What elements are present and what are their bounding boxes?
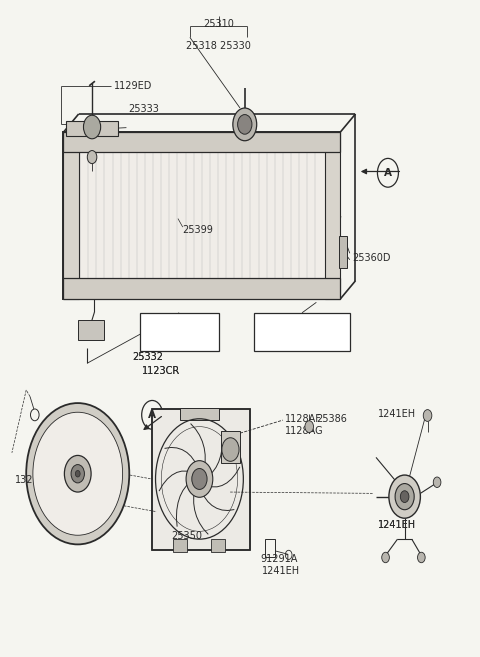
Text: 1241EH: 1241EH <box>378 520 417 530</box>
Text: 25399: 25399 <box>183 225 214 235</box>
Bar <box>221 431 240 463</box>
Text: 1123CR: 1123CR <box>142 366 180 376</box>
Bar <box>180 408 218 420</box>
Text: o—25319: o—25319 <box>144 319 180 328</box>
Circle shape <box>222 438 239 461</box>
Circle shape <box>400 491 409 503</box>
Text: —25318: —25318 <box>176 319 208 328</box>
Bar <box>66 121 118 135</box>
Circle shape <box>26 403 129 545</box>
Text: HALLA: HALLA <box>159 338 199 348</box>
Circle shape <box>71 464 84 483</box>
Bar <box>63 132 340 152</box>
Circle shape <box>418 553 425 562</box>
Bar <box>254 313 350 351</box>
Text: 25350: 25350 <box>171 531 202 541</box>
Bar <box>63 132 340 299</box>
Text: 91291A: 91291A <box>260 554 298 564</box>
Text: 1128AF: 1128AF <box>285 414 322 424</box>
Bar <box>152 409 250 550</box>
Circle shape <box>389 475 420 518</box>
Bar <box>265 539 276 558</box>
Text: A: A <box>148 410 156 420</box>
Text: 25332: 25332 <box>132 352 164 362</box>
Circle shape <box>382 553 389 562</box>
Text: 1128AG: 1128AG <box>285 426 324 436</box>
Text: 25360D: 25360D <box>352 254 391 263</box>
Text: THREE STAR: THREE STAR <box>264 338 340 348</box>
Circle shape <box>423 409 432 421</box>
Text: 25318 25330: 25318 25330 <box>186 41 251 51</box>
Text: —25318: —25318 <box>290 319 322 328</box>
Circle shape <box>238 114 252 134</box>
Text: 25332: 25332 <box>132 352 164 362</box>
Bar <box>211 539 225 553</box>
Circle shape <box>64 455 91 492</box>
Text: 97737A: 97737A <box>39 501 77 511</box>
Text: 1123CR: 1123CR <box>142 366 180 376</box>
Text: 25333: 25333 <box>128 104 159 114</box>
Text: 1241EH: 1241EH <box>378 409 417 419</box>
Text: 25386: 25386 <box>316 414 347 424</box>
Circle shape <box>305 420 313 432</box>
Circle shape <box>75 470 80 477</box>
Text: 1241EH: 1241EH <box>263 566 300 576</box>
Bar <box>63 132 79 299</box>
Bar <box>339 236 348 268</box>
Text: A: A <box>384 168 392 178</box>
Circle shape <box>395 484 414 510</box>
Circle shape <box>84 115 101 139</box>
Circle shape <box>33 412 122 535</box>
Bar <box>140 313 218 351</box>
Bar <box>63 278 340 299</box>
Bar <box>152 409 250 550</box>
Text: 1241EH: 1241EH <box>378 520 417 530</box>
Circle shape <box>192 468 207 489</box>
Circle shape <box>186 461 213 497</box>
Text: 1327AA: 1327AA <box>15 475 53 486</box>
Bar <box>325 132 340 299</box>
Circle shape <box>433 477 441 487</box>
Text: 1129ED: 1129ED <box>114 81 152 91</box>
Text: 25310: 25310 <box>203 19 234 30</box>
Circle shape <box>87 150 97 164</box>
Bar <box>78 320 104 340</box>
Text: o—25319: o—25319 <box>258 319 295 328</box>
Circle shape <box>233 108 257 141</box>
Bar <box>173 539 187 553</box>
